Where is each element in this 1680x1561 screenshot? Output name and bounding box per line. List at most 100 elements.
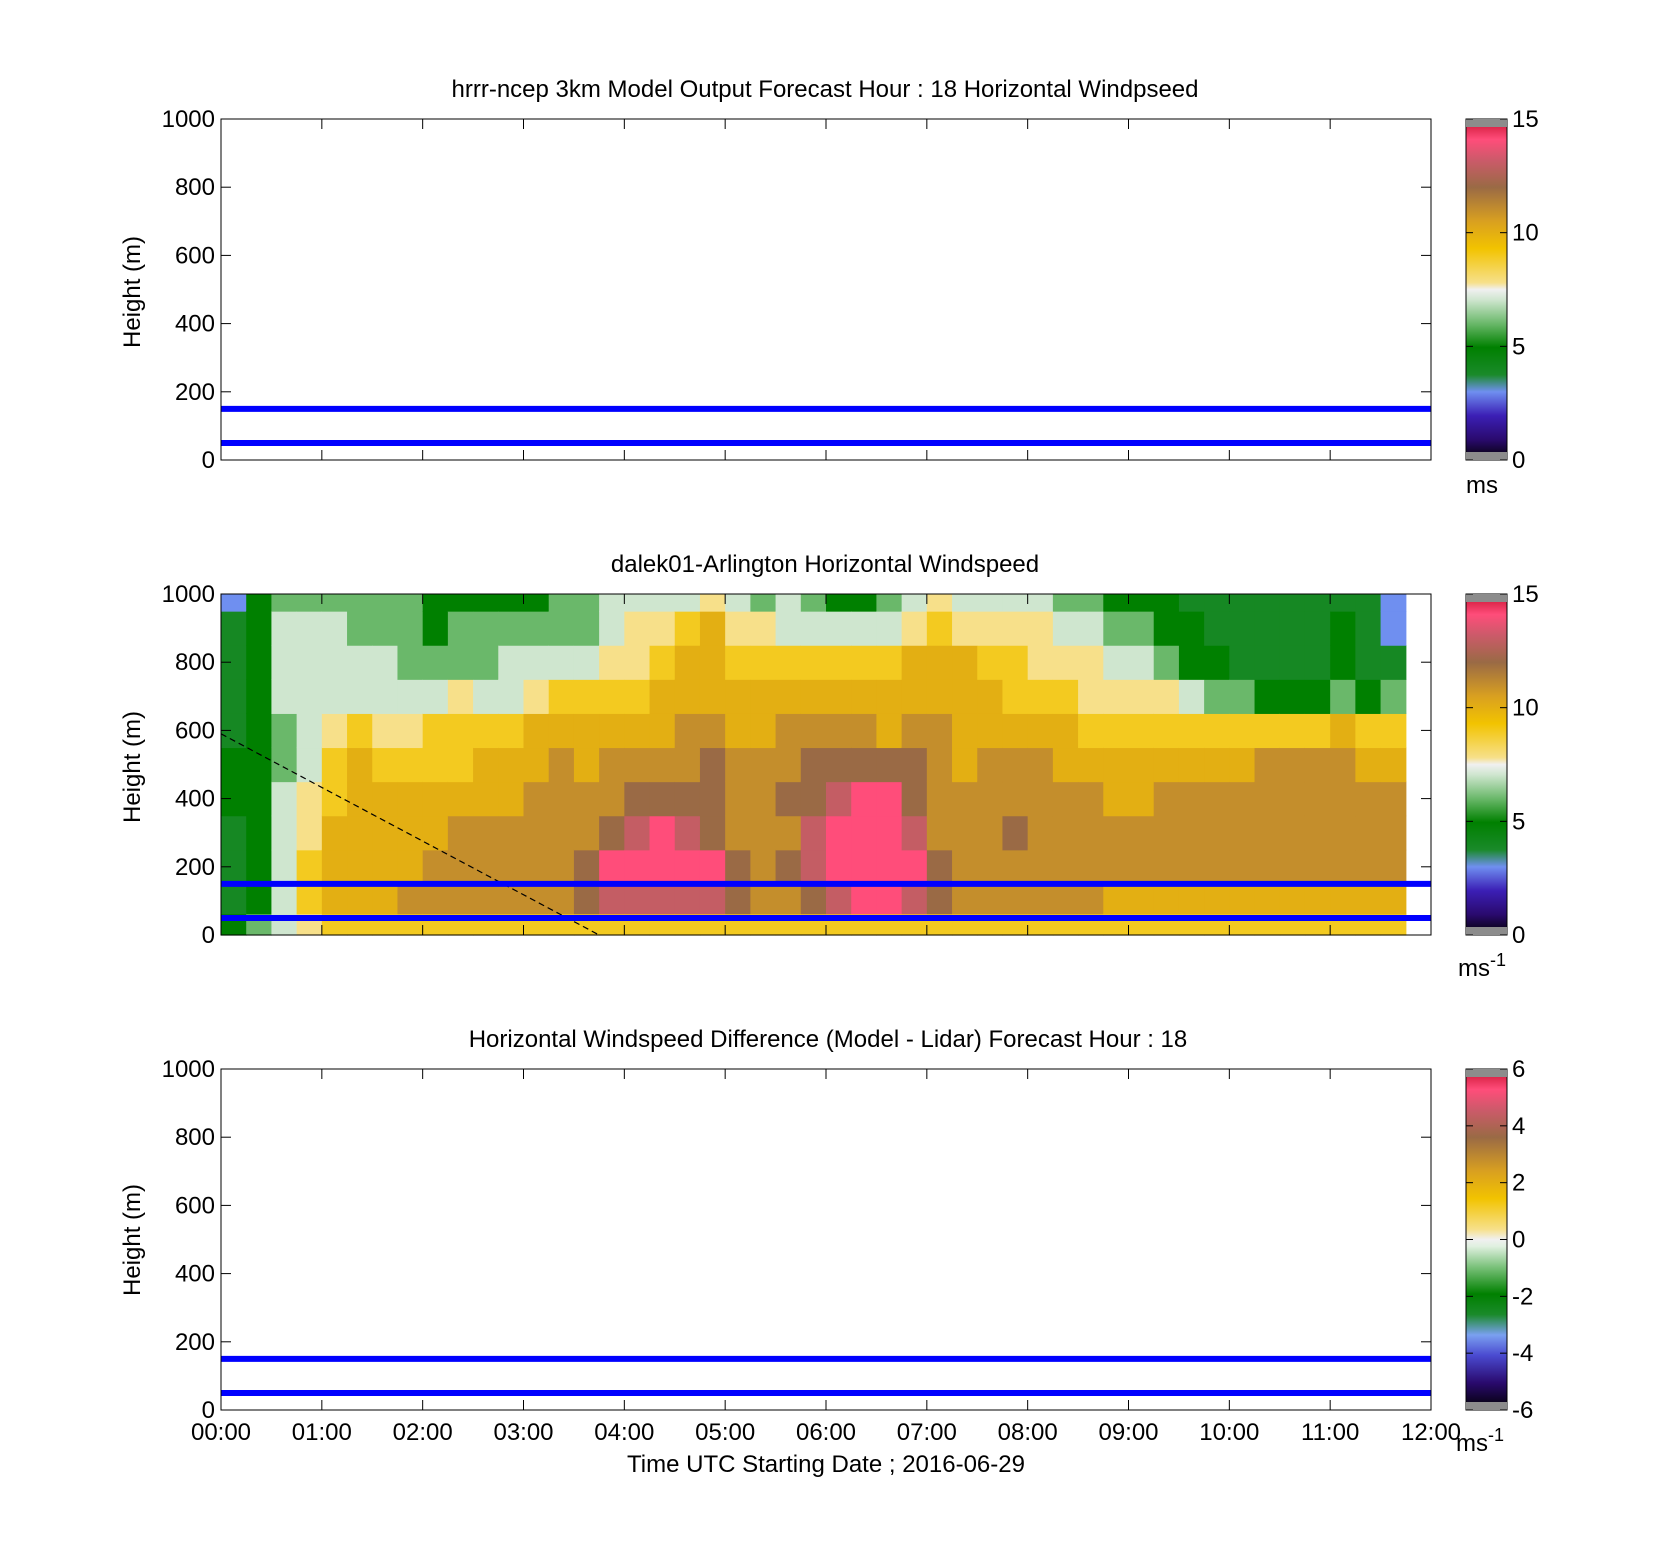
heatmap-cell: [548, 679, 575, 714]
heatmap-cell: [1027, 815, 1054, 851]
heatmap-cell: [523, 781, 550, 817]
heatmap-cell: [876, 645, 903, 680]
heatmap-cell: [1078, 611, 1104, 646]
heatmap-cell: [699, 747, 726, 783]
heatmap-cell: [523, 815, 550, 851]
heatmap-cell: [901, 815, 928, 851]
heatmap-cell: [699, 849, 726, 885]
heatmap-cell: [826, 611, 852, 646]
heatmap-cell: [372, 679, 399, 714]
heatmap-cell: [826, 713, 852, 749]
heatmap-cell: [952, 713, 978, 749]
heatmap-cell: [397, 849, 424, 885]
heatmap-cell: [901, 781, 928, 817]
heatmap-cell: [599, 781, 625, 817]
heatmap-cell: [1052, 713, 1079, 749]
heatmap-cell: [977, 611, 1004, 646]
colorbar-tick-label: -6: [1512, 1397, 1533, 1424]
heatmap-cell: [1229, 849, 1256, 885]
heatmap-cell: [1128, 883, 1155, 915]
heatmap-cell: [1153, 747, 1180, 783]
heatmap-cell: [397, 883, 424, 915]
panel-difference-colorbar-unit: ms-1: [1456, 1425, 1504, 1457]
y-tick-label: 200: [175, 1329, 215, 1356]
heatmap-cell: [498, 645, 525, 680]
panel-difference-colorbar-cap-top: [1466, 1069, 1507, 1077]
heatmap-cell: [599, 747, 625, 783]
heatmap-cell: [1304, 611, 1331, 646]
heatmap-cell: [447, 849, 474, 885]
heatmap-cell: [296, 747, 323, 783]
heatmap-cell: [246, 645, 273, 680]
heatmap-cell: [1027, 713, 1054, 749]
heatmap-cell: [397, 679, 424, 714]
heatmap-cell: [422, 594, 449, 612]
heatmap-cell: [347, 781, 373, 817]
panel-model-axes: [220, 118, 1432, 461]
heatmap-cell: [901, 849, 928, 885]
heatmap-cell: [599, 713, 625, 749]
heatmap-cell: [523, 883, 550, 915]
heatmap-cell: [271, 747, 298, 783]
heatmap-cell: [422, 883, 449, 915]
colorbar-tick-label: 0: [1512, 447, 1525, 474]
heatmap-cell: [397, 747, 424, 783]
heatmap-cell: [599, 849, 625, 885]
heatmap-cell: [926, 883, 953, 915]
colorbar-tick-label: 10: [1512, 220, 1539, 247]
heatmap-cell: [573, 815, 600, 851]
heatmap-cell: [498, 815, 525, 851]
heatmap-cell: [1052, 849, 1079, 885]
heatmap-cell: [775, 747, 802, 783]
heatmap-cell: [473, 883, 499, 915]
heatmap-cell: [1254, 883, 1281, 915]
heatmap-cell: [876, 815, 903, 851]
heatmap-cell: [725, 849, 751, 885]
heatmap-cell: [447, 781, 474, 817]
panel-lidar-dashed-line: [220, 733, 600, 936]
heatmap-cell: [1254, 713, 1281, 749]
heatmap-cell: [372, 883, 399, 915]
colorbar-tick-label: 4: [1512, 1113, 1525, 1140]
heatmap-cell: [1103, 849, 1130, 885]
heatmap-cell: [624, 645, 651, 680]
heatmap-cell: [674, 849, 701, 885]
heatmap-cell: [901, 747, 928, 783]
heatmap-cell: [674, 594, 701, 612]
heatmap-cell: [321, 747, 348, 783]
heatmap-cell: [750, 611, 777, 646]
colorbar-tick-label: 6: [1512, 1056, 1525, 1083]
heatmap-cell: [347, 713, 373, 749]
heatmap-cell: [1078, 679, 1104, 714]
heatmap-cell: [1380, 594, 1407, 612]
heatmap-cell: [750, 815, 777, 851]
x-tick-label: 10:00: [1199, 1419, 1259, 1446]
heatmap-cell: [347, 815, 373, 851]
heatmap-cell: [246, 883, 273, 915]
y-tick-label: 200: [175, 854, 215, 881]
panel-difference-axes: [220, 1068, 1432, 1411]
heatmap-cell: [498, 883, 525, 915]
heatmap-cell: [750, 679, 777, 714]
heatmap-cell: [447, 645, 474, 680]
y-tick-label: 800: [175, 174, 215, 201]
heatmap-cell: [548, 747, 575, 783]
heatmap-cell: [674, 781, 701, 817]
heatmap-cell: [1078, 781, 1104, 817]
heatmap-cell: [674, 679, 701, 714]
heatmap-cell: [1002, 883, 1029, 915]
heatmap-cell: [397, 781, 424, 817]
heatmap-cell: [1078, 815, 1104, 851]
heatmap-cell: [498, 679, 525, 714]
heatmap-cell: [321, 611, 348, 646]
heatmap-cell: [296, 611, 323, 646]
heatmap-cell: [952, 645, 978, 680]
heatmap-cell: [1153, 645, 1180, 680]
heatmap-cell: [498, 713, 525, 749]
heatmap-cell: [1078, 883, 1104, 915]
heatmap-cell: [1304, 747, 1331, 783]
heatmap-cell: [271, 815, 298, 851]
heatmap-cell: [1002, 713, 1029, 749]
heatmap-cell: [775, 781, 802, 817]
heatmap-cell: [952, 781, 978, 817]
